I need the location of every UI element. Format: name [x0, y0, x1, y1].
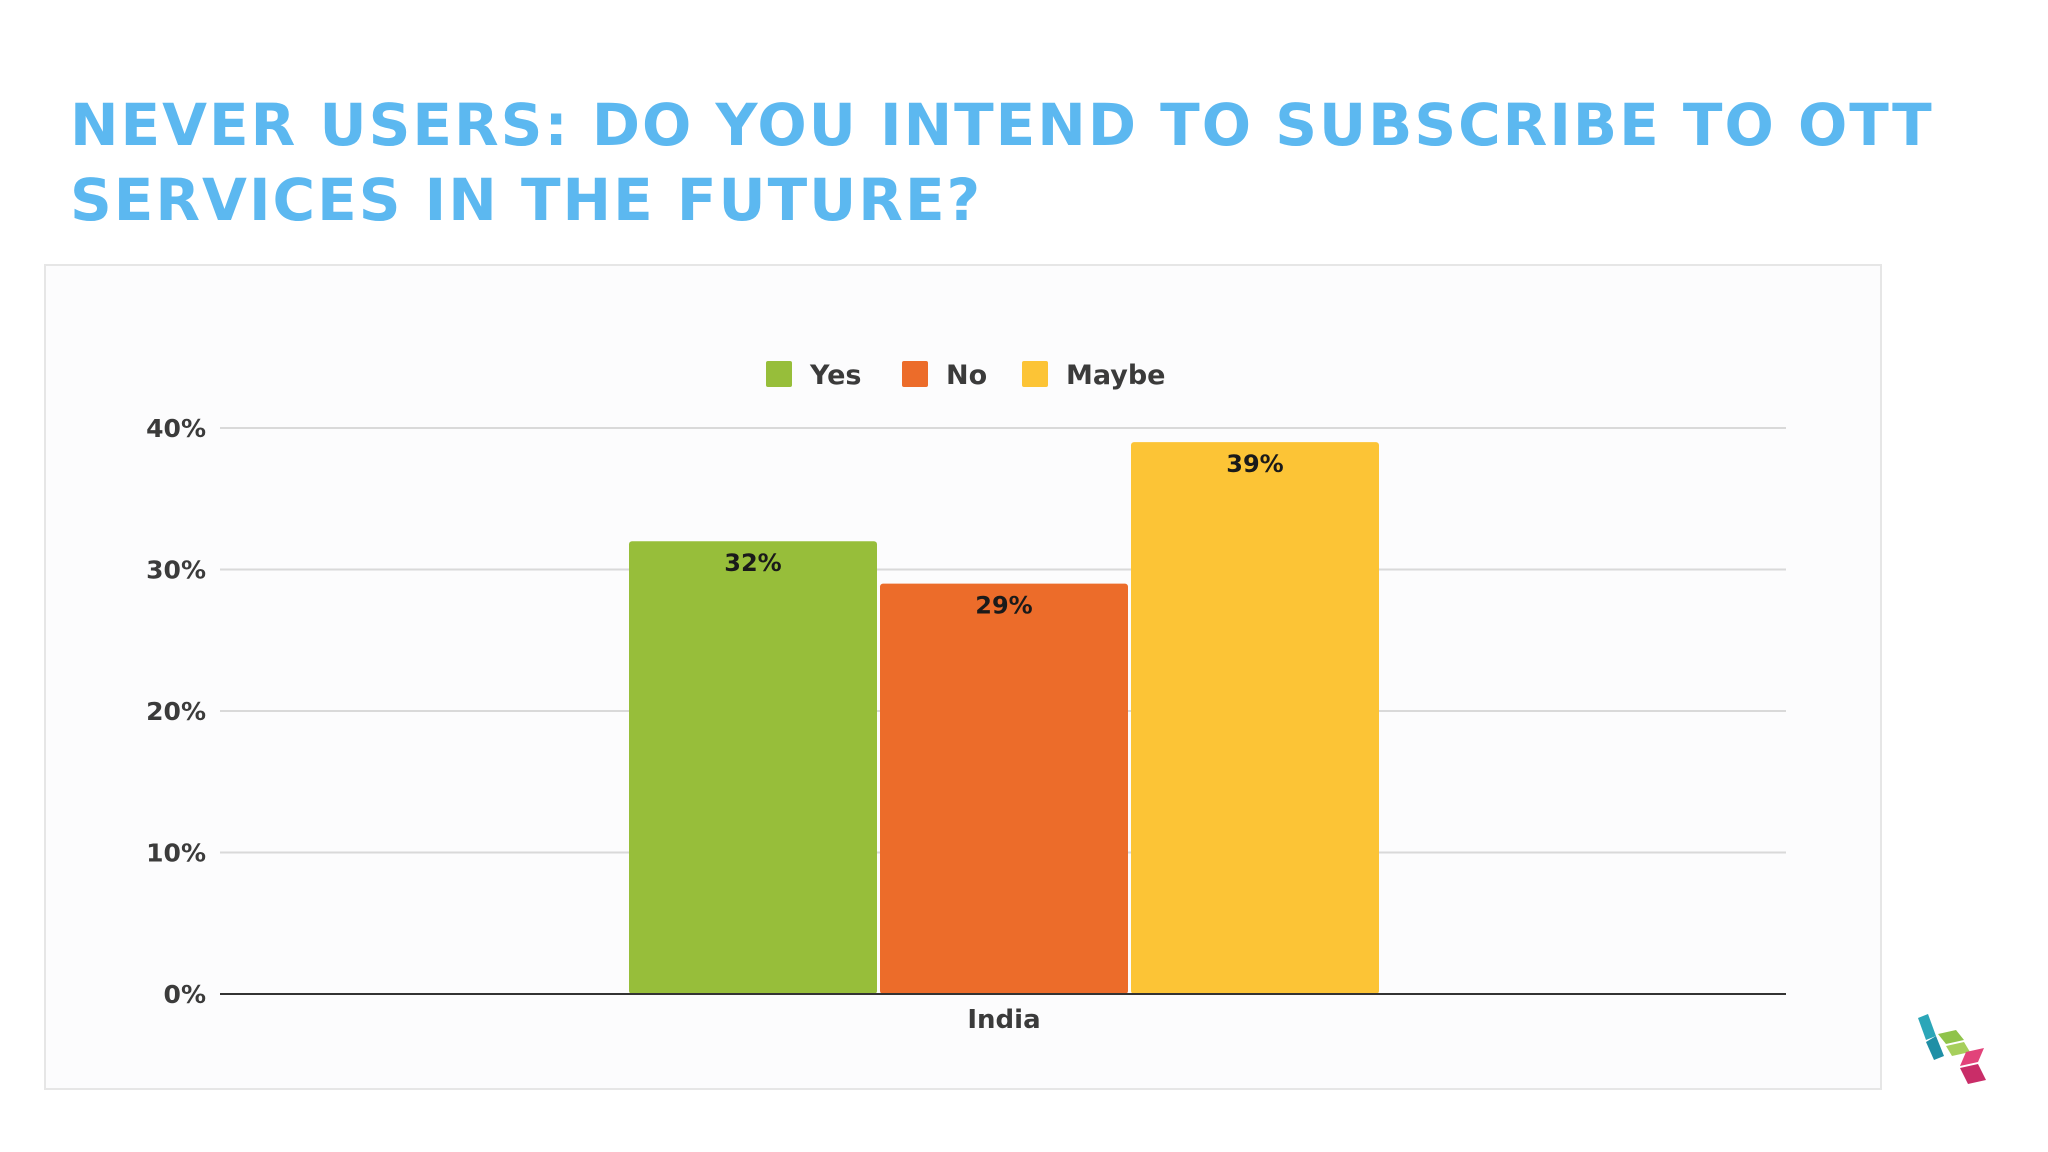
- brand-logo: [1918, 1014, 1986, 1084]
- bar-yes: [629, 541, 877, 994]
- legend-label-no: No: [946, 360, 987, 391]
- logo-piece-teal-2: [1926, 1036, 1944, 1060]
- legend-swatch-no: [902, 361, 928, 387]
- data-label-maybe: 39%: [1226, 450, 1283, 478]
- chart-container: 0% 10% 20% 30% 40% 32% 29% 39% India Yes No Mayb…: [44, 264, 1882, 1090]
- y-axis-ticks: 0% 10% 20% 30% 40%: [146, 414, 206, 1009]
- data-label-yes: 32%: [724, 549, 781, 577]
- logo-piece-pink-1: [1960, 1048, 1984, 1066]
- x-axis: India: [220, 993, 1786, 1035]
- y-tick-label: 40%: [146, 414, 206, 443]
- bar-chart: 0% 10% 20% 30% 40% 32% 29% 39% India Yes No Mayb…: [146, 360, 1786, 1035]
- logo-piece-green-1: [1938, 1030, 1964, 1044]
- legend-swatch-maybe: [1022, 361, 1048, 387]
- page-title: NEVER USERS: DO YOU INTEND TO SUBSCRIBE …: [70, 91, 1934, 234]
- y-tick-label: 20%: [146, 697, 206, 726]
- legend-swatch-yes: [766, 361, 792, 387]
- x-category-label: India: [967, 1005, 1040, 1035]
- y-tick-label: 30%: [146, 556, 206, 585]
- logo-piece-teal-1: [1918, 1014, 1936, 1040]
- y-tick-label: 0%: [164, 980, 206, 1009]
- bar-no: [880, 583, 1128, 994]
- logo-piece-green-2: [1946, 1042, 1970, 1056]
- bar-maybe: [1131, 442, 1379, 994]
- legend-label-maybe: Maybe: [1066, 360, 1166, 391]
- logo-piece-pink-2: [1960, 1064, 1986, 1084]
- legend-label-yes: Yes: [809, 360, 861, 391]
- data-labels: 32% 29% 39%: [724, 450, 1283, 620]
- legend: Yes No Maybe: [766, 360, 1166, 391]
- data-label-no: 29%: [975, 592, 1032, 620]
- bars: [629, 442, 1379, 994]
- y-tick-label: 10%: [146, 839, 206, 868]
